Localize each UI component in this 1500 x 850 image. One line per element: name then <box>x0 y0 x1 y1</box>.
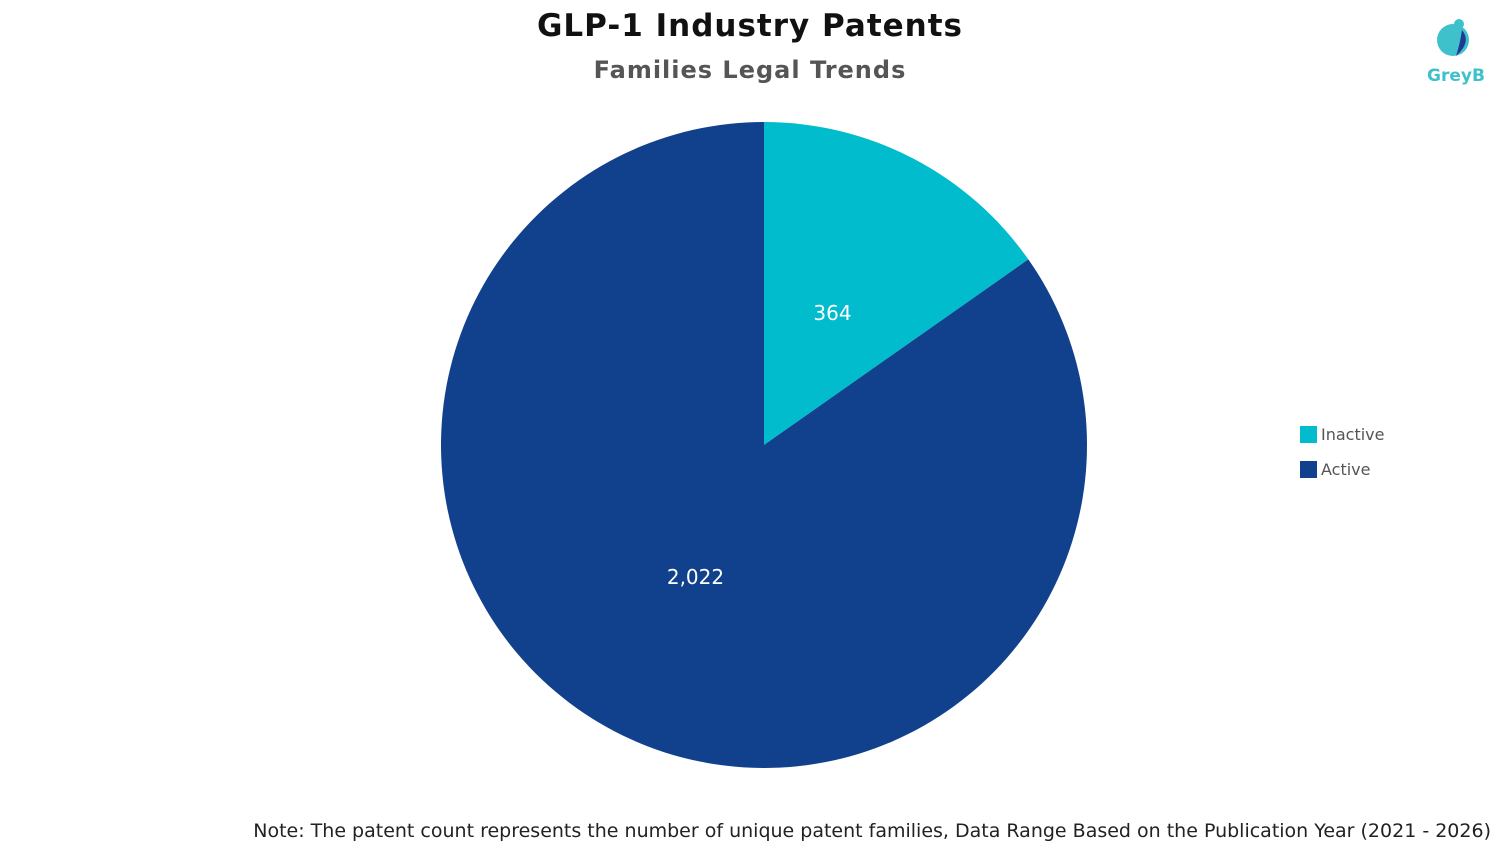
legend-swatch-active <box>1300 461 1317 478</box>
legend-swatch-inactive <box>1300 426 1317 443</box>
greyb-logo: GreyB <box>1426 16 1486 91</box>
legend: Inactive Active <box>1300 417 1385 487</box>
legend-label-inactive: Inactive <box>1321 425 1385 444</box>
logo-text: GreyB <box>1427 66 1485 86</box>
pie-slice-inactive[interactable] <box>764 122 1029 445</box>
greyb-logo-icon <box>1437 19 1469 56</box>
chart-title: GLP-1 Industry Patents <box>536 8 963 44</box>
legend-item-active[interactable]: Active <box>1300 452 1385 487</box>
legend-label-active: Active <box>1321 460 1371 479</box>
chart-subtitle: Families Legal Trends <box>593 56 907 84</box>
data-label-inactive: 364 <box>813 301 851 325</box>
footnote: Note: The patent count represents the nu… <box>253 820 1491 842</box>
pie-slice-active[interactable] <box>441 122 1087 768</box>
legend-item-inactive[interactable]: Inactive <box>1300 417 1385 452</box>
data-label-active: 2,022 <box>667 565 724 589</box>
